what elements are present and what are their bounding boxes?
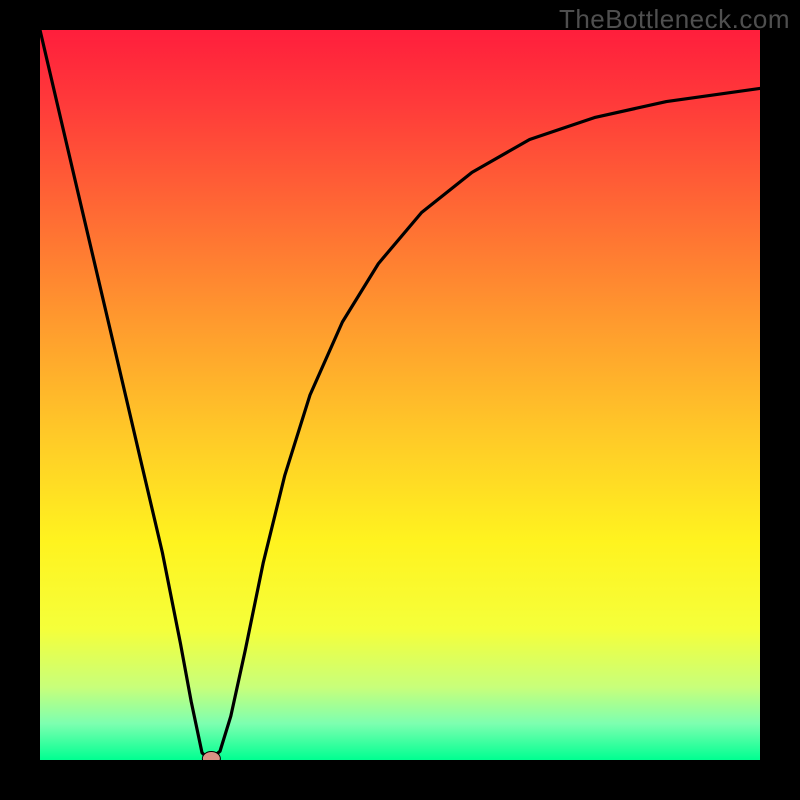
plot-svg <box>40 30 760 760</box>
gradient-bg <box>40 30 760 760</box>
plot-area <box>40 30 760 760</box>
chart-root: TheBottleneck.com <box>0 0 800 800</box>
